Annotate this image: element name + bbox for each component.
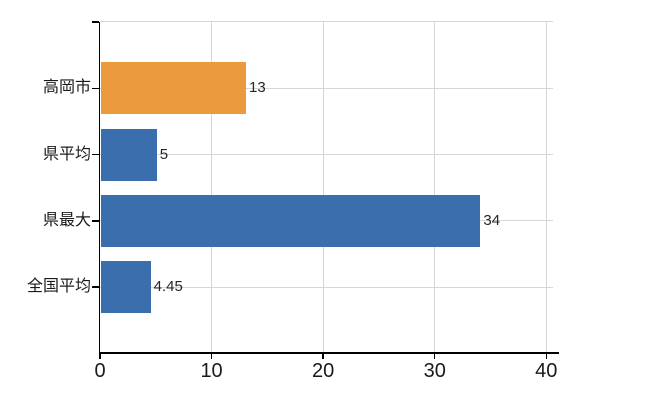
category-label: 県最大 (42, 211, 91, 229)
bar (101, 128, 157, 181)
x-tick-mark (99, 353, 101, 359)
gridline-horizontal (100, 286, 553, 288)
y-tick-mark (92, 153, 99, 156)
x-tick-mark (210, 353, 213, 359)
gridline-vertical (211, 22, 213, 352)
bar (101, 261, 151, 314)
value-label: 4.45 (153, 278, 183, 296)
value-label: 5 (159, 145, 169, 163)
x-axis (98, 352, 559, 354)
x-tick-label: 20 (312, 360, 335, 382)
x-tick-mark (545, 353, 548, 359)
x-tick-label: 30 (423, 360, 446, 382)
y-tick-mark (92, 87, 99, 90)
category-label: 高岡市 (42, 79, 91, 97)
bar (101, 194, 481, 247)
x-tick-label: 0 (94, 360, 106, 382)
category-label: 県平均 (42, 145, 91, 163)
y-tick-mark (92, 220, 99, 222)
gridline-vertical (545, 22, 547, 352)
y-tick-mark (92, 21, 99, 23)
y-tick-mark (92, 286, 99, 288)
x-tick-mark (433, 353, 436, 359)
category-label: 全国平均 (26, 278, 91, 296)
gridline-horizontal (100, 87, 553, 89)
value-label: 13 (249, 79, 266, 97)
plot-top-border (100, 21, 553, 22)
gridline-vertical (322, 22, 324, 352)
y-axis (98, 22, 100, 352)
x-tick-label: 10 (200, 360, 223, 382)
gridline-horizontal (100, 154, 553, 156)
x-tick-label: 40 (535, 360, 558, 382)
bar (101, 62, 247, 115)
gridline-vertical (434, 22, 436, 352)
x-tick-mark (322, 353, 324, 359)
value-label: 34 (483, 211, 501, 229)
